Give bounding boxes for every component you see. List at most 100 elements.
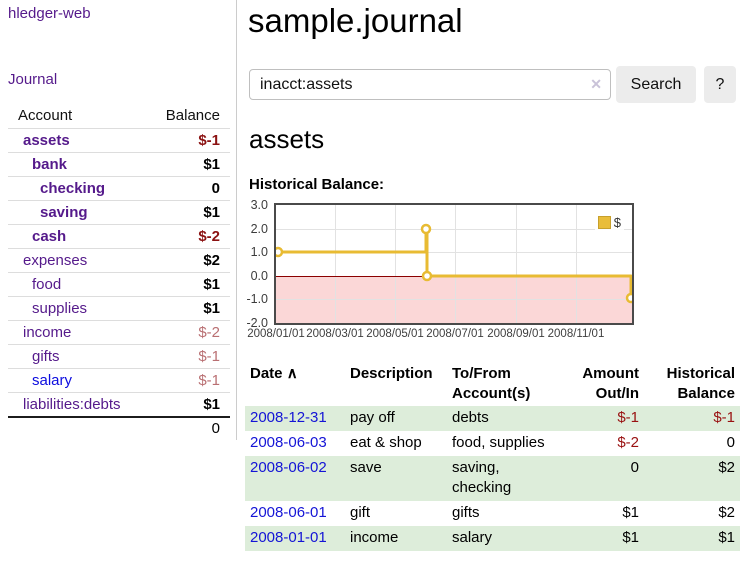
account-link-gifts[interactable]: gifts (32, 348, 60, 365)
search-input-wrap: ✕ (249, 69, 611, 100)
transaction-date-link[interactable]: 2008-06-02 (250, 459, 327, 476)
sidebar-item-journal[interactable]: Journal (8, 71, 58, 88)
column-header-date[interactable]: Date ∧ (250, 365, 298, 382)
transaction-date-link[interactable]: 2008-06-01 (250, 504, 327, 521)
historical-balance-chart: 3.0 2.0 1.0 0.0 -1.0 -2.0 (246, 196, 742, 346)
transaction-accounts: food, supplies (452, 434, 545, 451)
transaction-accounts: saving, checking (447, 456, 559, 501)
accounts-table-header: Account Balance (8, 104, 230, 128)
account-row-liabilities-debts: liabilities:debts $1 (8, 392, 230, 416)
sidebar: hledger-web Journal Account Balance asse… (0, 0, 237, 440)
transaction-row: 2008-12-31 pay off debts $-1 $-1 (245, 406, 740, 431)
transaction-accounts: salary (447, 526, 559, 551)
account-link-checking[interactable]: checking (40, 180, 106, 197)
column-header-accounts: To/From Account(s) (452, 365, 531, 402)
account-row-bank: bank $1 (8, 152, 230, 176)
x-tick-label: 2008/11/01 (547, 328, 605, 340)
data-point-marker (421, 270, 433, 282)
account-balance: $-1 (198, 372, 220, 389)
account-balance: $-2 (198, 228, 220, 245)
gridline-h (276, 252, 632, 253)
register-header-row: Date ∧ Description To/From Account(s) Amo… (245, 362, 740, 406)
transaction-amount: $-2 (617, 434, 639, 451)
account-link-food[interactable]: food (32, 276, 62, 293)
transaction-balance: $-1 (644, 406, 740, 431)
accounts-total-row: 0 (8, 416, 230, 440)
column-header-balance: Historical Balance (666, 365, 735, 402)
gridline-h (276, 229, 632, 230)
account-balance: $-2 (198, 324, 220, 341)
account-row-gifts: gifts $-1 (8, 344, 230, 368)
data-point-marker (420, 223, 432, 235)
account-column-header: Account (18, 107, 73, 124)
data-point-marker (276, 246, 284, 258)
chart-plot-area: $ (274, 203, 634, 325)
account-link-expenses[interactable]: expenses (23, 252, 88, 269)
transaction-description: gift (350, 504, 371, 521)
account-row-income: income $-2 (8, 320, 230, 344)
transaction-balance: $1 (644, 526, 740, 551)
transaction-accounts: gifts (452, 504, 480, 521)
transaction-balance: $2 (644, 456, 740, 501)
x-tick-label: 2008/07/01 (426, 328, 484, 340)
balance-line-series (276, 223, 632, 304)
app-brand-link[interactable]: hledger-web (8, 5, 91, 22)
x-tick-label: 2008/05/01 (366, 328, 424, 340)
account-link-salary[interactable]: salary (32, 372, 73, 389)
gridline-v (516, 205, 517, 323)
transaction-balance: 0 (726, 434, 735, 451)
transaction-row: 2008-01-01 income salary $1 $1 (245, 526, 740, 551)
transaction-date-link[interactable]: 2008-06-03 (250, 434, 327, 451)
transaction-description: income (345, 526, 447, 551)
chart-legend: $ (594, 214, 624, 231)
y-tick-label: 1.0 (250, 245, 268, 259)
account-row-salary: salary $-1 (8, 368, 230, 392)
account-link-liabilities-debts[interactable]: liabilities:debts (23, 396, 121, 413)
transaction-description: eat & shop (350, 434, 422, 451)
search-input[interactable] (249, 69, 611, 100)
account-link-bank[interactable]: bank (32, 156, 68, 173)
transaction-date-link[interactable]: 2008-01-01 (250, 529, 327, 546)
account-link-supplies[interactable]: supplies (32, 300, 88, 317)
account-balance: $2 (203, 252, 220, 269)
account-balance: $-1 (198, 348, 220, 365)
transaction-row: 2008-06-01 gift gifts $1 $2 (245, 501, 740, 526)
transaction-row: 2008-06-02 save saving, checking 0 $2 (245, 456, 740, 501)
account-balance: $1 (203, 300, 220, 317)
account-row-food: food $1 (8, 272, 230, 296)
account-link-assets[interactable]: assets (23, 132, 70, 149)
transaction-row: 2008-06-03 eat & shop food, supplies $-2… (245, 431, 740, 456)
sort-asc-icon: ∧ (286, 365, 298, 382)
transaction-description: save (345, 456, 447, 501)
gridline-v (395, 205, 396, 323)
accounts-table: Account Balance assets $-1 bank $1 check… (8, 104, 230, 440)
account-heading: assets (249, 124, 325, 154)
transaction-date-link[interactable]: 2008-12-31 (250, 409, 327, 426)
gridline-v (335, 205, 336, 323)
account-link-cash[interactable]: cash (32, 228, 67, 245)
column-header-amount: Amount Out/In (582, 365, 639, 402)
accounts-total-value: 0 (211, 420, 220, 437)
x-tick-label: 2008/03/01 (306, 328, 364, 340)
search-button[interactable]: Search (616, 66, 696, 103)
account-balance: $-1 (198, 132, 220, 149)
account-row-checking: checking 0 (8, 176, 230, 200)
clear-search-icon[interactable]: ✕ (590, 76, 602, 92)
account-link-income[interactable]: income (23, 324, 72, 341)
y-tick-label: -2.0 (246, 316, 268, 330)
balance-column-header: Balance (165, 107, 220, 124)
help-button[interactable]: ? (704, 66, 736, 103)
gridline-h (276, 299, 632, 300)
account-row-assets: assets $-1 (8, 128, 230, 152)
y-tick-label: 2.0 (250, 222, 268, 236)
x-tick-label: 2008/01/01 (247, 328, 305, 340)
transaction-description: pay off (345, 406, 447, 431)
account-balance: $1 (203, 396, 220, 413)
data-point-marker (625, 292, 632, 304)
transaction-amount: $1 (622, 504, 639, 521)
account-link-saving[interactable]: saving (40, 204, 88, 221)
account-balance: $1 (203, 276, 220, 293)
transaction-accounts: debts (447, 406, 559, 431)
gridline-v (576, 205, 577, 323)
column-header-description: Description (350, 365, 433, 382)
